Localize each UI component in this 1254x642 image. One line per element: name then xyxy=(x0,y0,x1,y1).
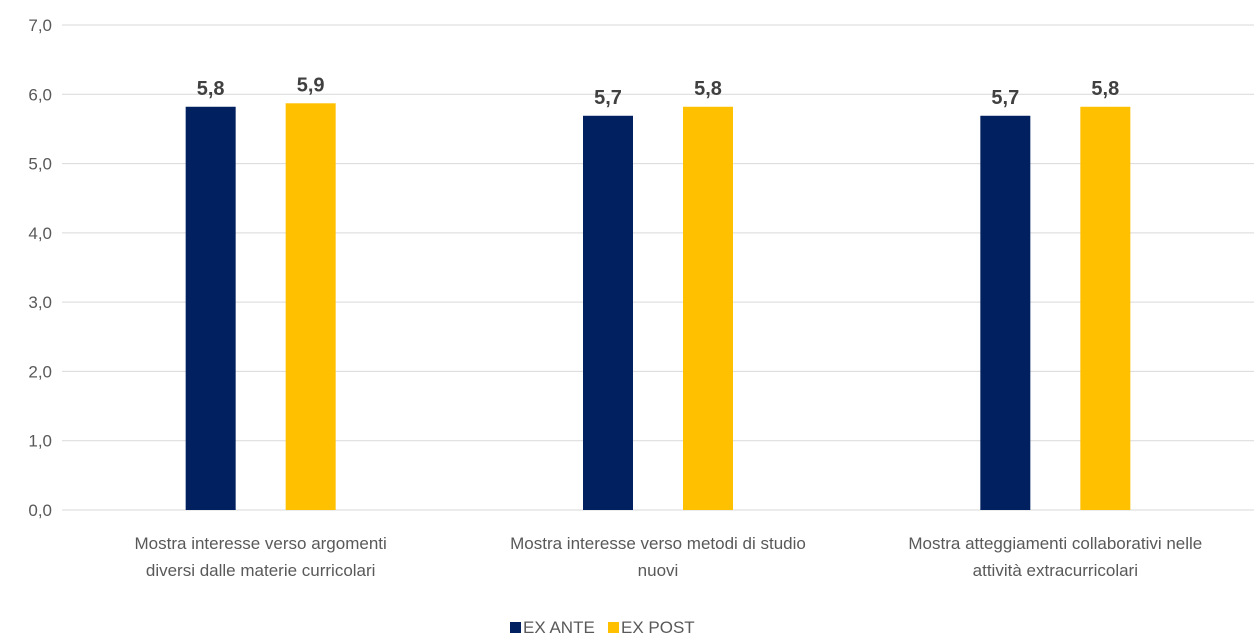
bar-ex-ante xyxy=(583,115,633,510)
legend-label: EX ANTE xyxy=(523,618,595,637)
y-tick-label: 5,0 xyxy=(28,155,52,174)
data-label: 5,8 xyxy=(197,78,225,100)
y-tick-label: 0,0 xyxy=(28,501,52,520)
data-label: 5,9 xyxy=(297,74,325,96)
legend-label: EX POST xyxy=(621,618,695,637)
data-label: 5,8 xyxy=(694,78,722,100)
data-label: 5,7 xyxy=(991,87,1019,109)
legend-item[interactable]: EX POST xyxy=(608,618,695,637)
category-label: Mostra interesse verso argomenti xyxy=(135,534,387,553)
y-axis-ticks: 0,0 1,0 2,0 3,0 4,0 5,0 6,0 7,0 xyxy=(28,16,52,520)
data-label: 5,7 xyxy=(594,87,622,109)
category-label: nuovi xyxy=(638,561,679,580)
legend[interactable]: EX ANTE EX POST xyxy=(510,618,695,637)
gridlines xyxy=(62,24,1254,511)
bar-ex-post xyxy=(1080,106,1131,510)
category-labels: Mostra interesse verso argomenti diversi … xyxy=(135,534,1203,580)
bar-ex-post xyxy=(285,103,336,511)
category-label: attività extracurricolari xyxy=(973,561,1138,580)
y-tick-label: 4,0 xyxy=(28,224,52,243)
legend-swatch xyxy=(510,622,521,633)
y-tick-label: 3,0 xyxy=(28,293,52,312)
bar-ex-post xyxy=(683,106,733,510)
y-tick-label: 2,0 xyxy=(28,362,52,381)
category-label: diversi dalle materie curricolari xyxy=(146,561,376,580)
legend-swatch xyxy=(608,622,619,633)
category-label: Mostra atteggiamenti collaborativi nelle xyxy=(908,534,1202,553)
bars xyxy=(185,103,1131,511)
y-tick-label: 7,0 xyxy=(28,16,52,35)
bar-ex-ante xyxy=(185,106,236,510)
data-labels: 5,8 5,7 5,7 5,9 5,8 5,8 xyxy=(197,74,1119,108)
legend-item[interactable]: EX ANTE xyxy=(510,618,595,637)
y-tick-label: 6,0 xyxy=(28,85,52,104)
y-tick-label: 1,0 xyxy=(28,432,52,451)
data-label: 5,8 xyxy=(1091,78,1119,100)
bar-ex-ante xyxy=(980,115,1031,510)
category-label: Mostra interesse verso metodi di studio xyxy=(510,534,806,553)
